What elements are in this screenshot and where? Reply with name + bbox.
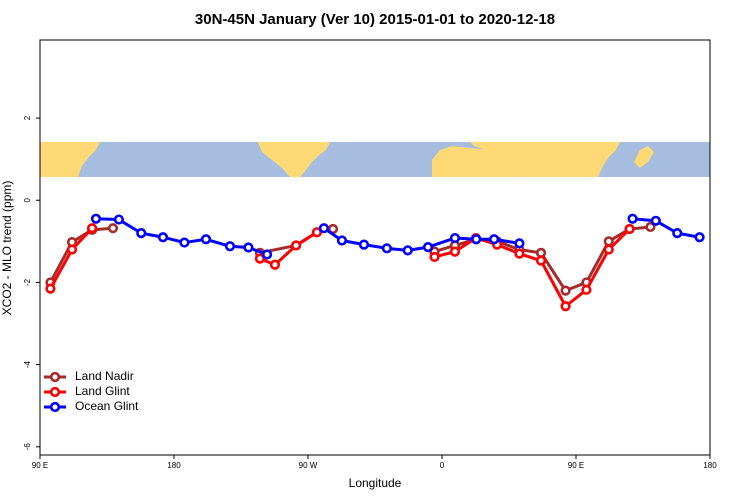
data-point — [449, 232, 461, 244]
data-point — [107, 223, 119, 234]
data-point — [560, 301, 571, 312]
data-point — [87, 223, 98, 234]
x-axis-label: Longitude — [349, 476, 402, 490]
y-tick-label: 0 — [23, 197, 32, 202]
data-point — [113, 214, 125, 225]
x-tick-label: 90 E — [568, 461, 584, 470]
data-point — [261, 249, 273, 260]
data-point — [535, 255, 547, 266]
data-point — [650, 215, 661, 226]
data-point — [624, 223, 635, 235]
data-point — [514, 238, 525, 249]
x-tick-label: 90 E — [32, 461, 48, 470]
data-point — [66, 244, 78, 255]
y-tick-label: -6 — [23, 443, 32, 451]
y-tick-label: -4 — [23, 361, 32, 369]
data-point — [90, 213, 102, 224]
x-tick-label: 180 — [167, 461, 181, 470]
chart-title: 30N-45N January (Ver 10) 2015-01-01 to 2… — [195, 11, 555, 28]
data-point — [311, 227, 323, 238]
map-band — [40, 142, 710, 177]
data-point — [645, 221, 656, 233]
legend-marker — [49, 371, 61, 383]
data-point — [136, 228, 147, 239]
legend-label: Land Nadir — [75, 369, 134, 383]
data-point — [200, 234, 212, 245]
data-point — [381, 243, 393, 254]
legend-label: Ocean Glint — [75, 399, 139, 413]
data-point — [224, 241, 236, 252]
data-point — [603, 244, 614, 255]
data-point — [269, 259, 281, 270]
data-point — [290, 240, 302, 251]
data-point — [402, 245, 413, 256]
data-point — [535, 247, 547, 258]
data-point — [358, 239, 370, 250]
data-point — [254, 253, 266, 264]
x-tick-label: 90 W — [299, 461, 318, 470]
data-point — [243, 242, 254, 253]
data-point — [603, 236, 614, 247]
data-point — [429, 251, 440, 263]
data-point — [514, 248, 525, 259]
legend-label: Land Glint — [75, 384, 130, 398]
y-tick-label: 2 — [23, 115, 32, 120]
plot-frame — [39, 39, 711, 456]
legend-marker — [49, 401, 61, 413]
data-point — [581, 284, 592, 295]
data-point — [471, 234, 482, 245]
data-point — [449, 246, 461, 257]
data-point — [489, 234, 500, 245]
data-point — [560, 285, 571, 296]
data-point — [179, 237, 190, 248]
y-tick-label: -2 — [23, 278, 32, 286]
data-point — [157, 232, 169, 243]
x-tick-label: 180 — [703, 461, 717, 470]
legend-marker — [49, 386, 61, 398]
y-axis-label: XCO2 - MLO trend (ppm) — [0, 181, 14, 316]
data-point — [45, 283, 56, 294]
data-point — [672, 228, 683, 239]
data-point — [694, 232, 705, 243]
data-point — [318, 223, 330, 234]
data-point — [336, 235, 348, 246]
x-tick-label: 0 — [440, 461, 445, 470]
data-point — [422, 241, 434, 253]
data-point — [627, 213, 638, 224]
